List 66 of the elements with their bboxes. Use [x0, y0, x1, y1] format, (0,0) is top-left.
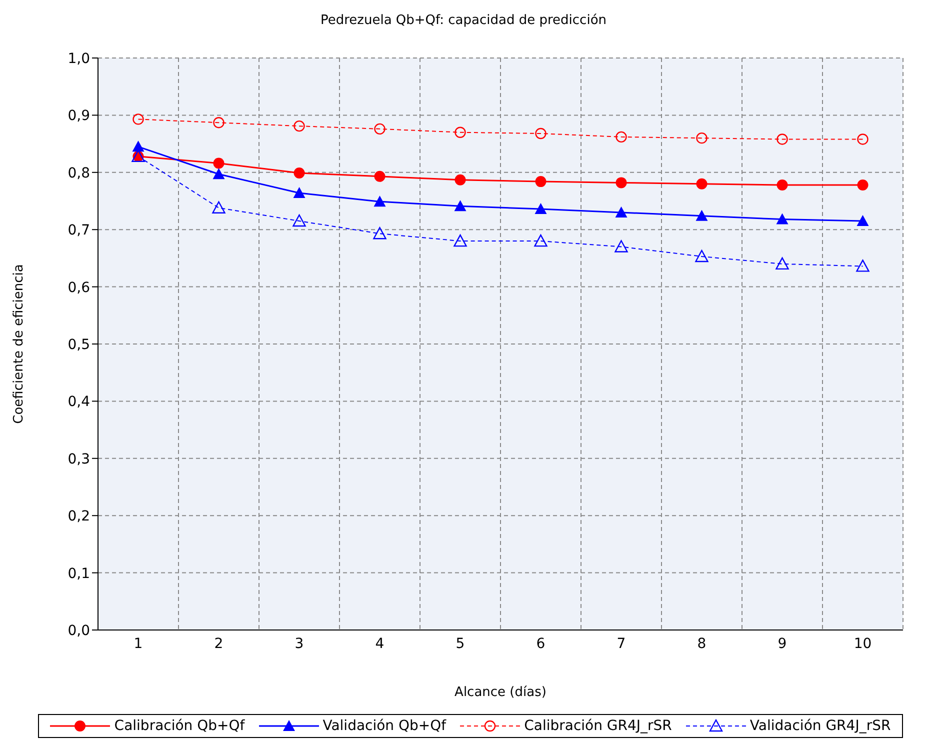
- point: [374, 196, 386, 207]
- point: [776, 257, 789, 270]
- x-tick-label: 2: [214, 636, 224, 652]
- point: [614, 240, 628, 252]
- point: [293, 186, 306, 198]
- point: [454, 234, 467, 247]
- y-tick-label: 0,8: [68, 165, 90, 182]
- y-tick-label: 0,2: [68, 508, 90, 525]
- point: [373, 227, 386, 240]
- point: [776, 134, 788, 145]
- point: [696, 210, 708, 221]
- point: [292, 214, 306, 227]
- point: [132, 114, 144, 125]
- point: [615, 206, 628, 218]
- y-tick-label: 1,0: [68, 50, 90, 67]
- x-tick-label: 4: [375, 636, 384, 652]
- point: [696, 178, 708, 190]
- point: [213, 117, 224, 128]
- point: [776, 213, 788, 224]
- point: [374, 123, 386, 135]
- chart-title: Pedrezuela Qb+Qf: capacidad de predicción: [319, 12, 608, 30]
- y-tick-label: 0,9: [68, 108, 90, 124]
- point: [616, 131, 627, 143]
- x-tick-label: 1: [134, 636, 143, 652]
- point: [535, 176, 546, 188]
- point: [213, 158, 224, 169]
- point: [294, 120, 305, 132]
- point: [454, 200, 466, 212]
- x-tick-label: 8: [697, 636, 706, 652]
- y-tick-label: 0,1: [68, 566, 90, 582]
- y-axis-title: Coeficiente de eficiencia: [12, 264, 27, 424]
- point: [856, 260, 870, 272]
- point: [212, 168, 225, 180]
- point: [616, 177, 627, 188]
- legend-label: Validación GR4J_rSR: [750, 718, 891, 734]
- x-tick-label: 6: [536, 636, 546, 652]
- y-tick-label: 0,5: [68, 336, 90, 353]
- point: [534, 234, 548, 247]
- y-tick-label: 0,7: [68, 222, 90, 239]
- x-tick-label: 9: [778, 636, 787, 652]
- x-axis-title: Alcance (días): [454, 685, 546, 700]
- y-tick-label: 0,0: [68, 622, 90, 639]
- y-tick-label: 0,3: [68, 451, 90, 468]
- legend-label: Calibración Qb+Qf: [114, 718, 245, 734]
- point: [132, 140, 144, 152]
- legend-label: Calibración GR4J_rSR: [524, 718, 672, 734]
- point: [776, 179, 788, 190]
- point: [534, 203, 547, 214]
- y-tick-label: 0,4: [68, 394, 90, 410]
- x-tick-label: 7: [616, 636, 626, 652]
- point: [695, 250, 708, 262]
- point: [454, 174, 466, 186]
- point: [535, 128, 546, 140]
- legend-label: Validación Qb+Qf: [322, 718, 446, 734]
- point: [696, 132, 708, 144]
- point: [454, 126, 466, 138]
- y-tick-label: 0,6: [68, 280, 90, 296]
- x-tick-label: 5: [456, 636, 465, 652]
- point: [212, 201, 226, 214]
- point: [374, 170, 386, 182]
- point: [294, 167, 305, 178]
- point: [857, 134, 868, 145]
- point: [857, 179, 868, 190]
- x-tick-label: 10: [854, 636, 872, 652]
- point: [856, 215, 869, 226]
- x-tick-label: 3: [294, 636, 304, 652]
